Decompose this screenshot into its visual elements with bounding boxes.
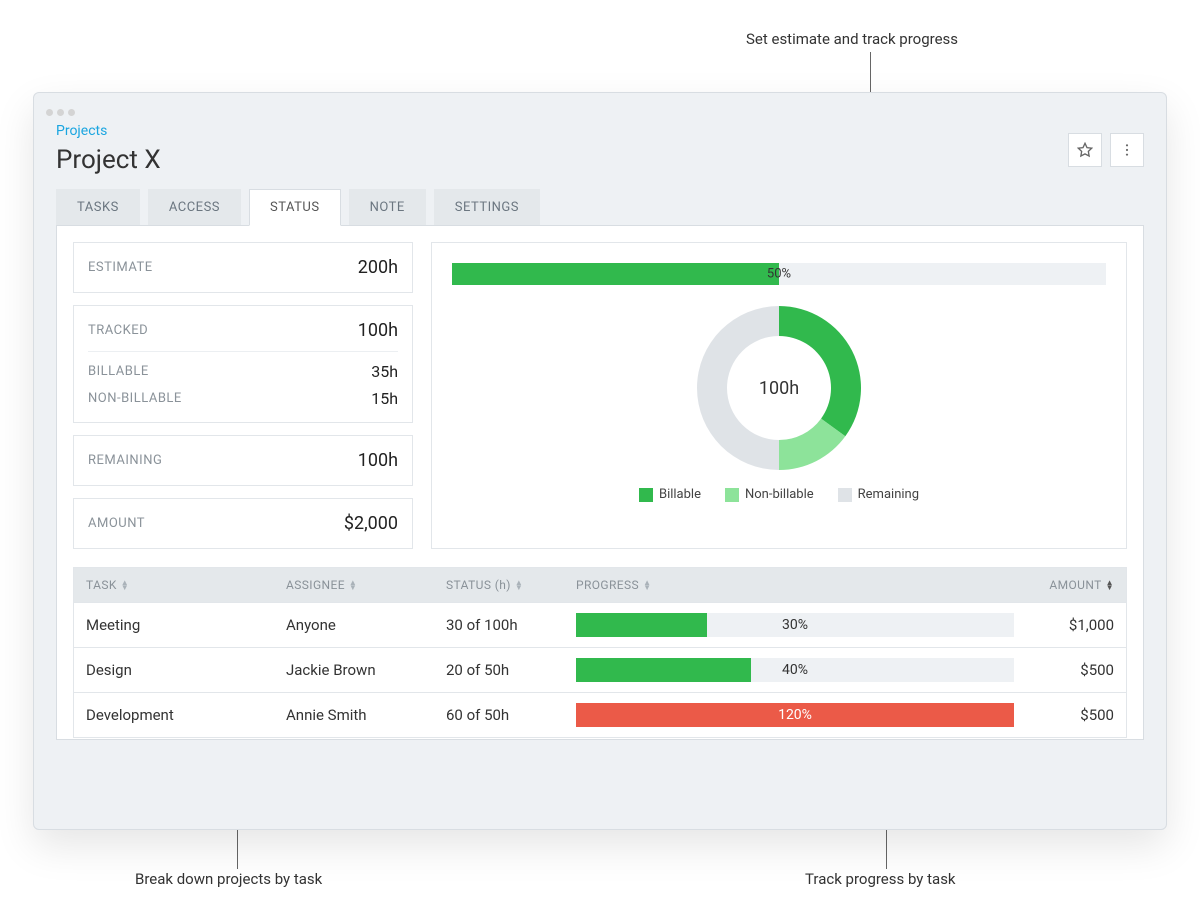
overall-progress-fill (452, 263, 779, 285)
task-progress-text: 120% (778, 707, 812, 723)
page-header: Projects Project X (34, 111, 1166, 179)
tracked-value: 100h (358, 320, 398, 341)
swatch-remaining (838, 488, 852, 502)
annotation-top: Set estimate and track progress (746, 30, 958, 48)
tabs: TASKSACCESSSTATUSNOTESETTINGS (34, 179, 1166, 226)
legend-nonbillable-label: Non-billable (745, 487, 814, 502)
legend-nonbillable: Non-billable (725, 487, 814, 502)
legend-billable-label: Billable (659, 487, 701, 502)
tracked-box: TRACKED 100h BILLABLE 35h NON-BILLABLE 1… (73, 305, 413, 423)
stats-column: ESTIMATE 200h TRACKED 100h BILLABLE 35h (73, 242, 413, 549)
estimate-label: ESTIMATE (88, 260, 153, 275)
task-progress-text: 40% (782, 662, 808, 678)
breadcrumb[interactable]: Projects (56, 123, 1144, 139)
tasks-table: TASK▲▼ ASSIGNEE▲▼ STATUS (h)▲▼ PROGRESS▲… (73, 567, 1127, 738)
cell-assignee: Anyone (274, 603, 434, 647)
chart-legend: Billable Non-billable Remaining (639, 487, 919, 502)
cell-progress: 30% (564, 603, 1026, 647)
sort-icon: ▲▼ (515, 580, 523, 590)
table-row[interactable]: MeetingAnyone30 of 100h 30% $1,000 (74, 602, 1126, 647)
th-amount[interactable]: AMOUNT▲▼ (1026, 568, 1126, 602)
sort-icon: ▲▼ (643, 580, 651, 590)
tab-note[interactable]: NOTE (349, 189, 426, 226)
remaining-value: 100h (358, 450, 398, 471)
cell-status: 30 of 100h (434, 603, 564, 647)
th-progress[interactable]: PROGRESS▲▼ (564, 568, 1026, 602)
annotation-bottom-right: Track progress by task (805, 870, 956, 888)
favorite-button[interactable] (1068, 133, 1102, 167)
table-row[interactable]: DevelopmentAnnie Smith60 of 50h 120% $500 (74, 692, 1126, 737)
status-panel: ESTIMATE 200h TRACKED 100h BILLABLE 35h (56, 225, 1144, 740)
cell-task: Development (74, 693, 274, 737)
billable-label: BILLABLE (88, 364, 149, 379)
donut-center-label: 100h (694, 303, 864, 473)
cell-status: 60 of 50h (434, 693, 564, 737)
tab-status[interactable]: STATUS (249, 189, 341, 226)
task-progress-fill (576, 658, 751, 682)
task-progress-bar: 40% (576, 658, 1014, 682)
nonbillable-label: NON-BILLABLE (88, 391, 182, 406)
app-window: Projects Project X TASKSACCESSSTATUSNOTE… (33, 92, 1167, 830)
donut-chart: 100h (694, 303, 864, 473)
cell-progress: 40% (564, 648, 1026, 692)
legend-billable: Billable (639, 487, 701, 502)
tab-settings[interactable]: SETTINGS (434, 189, 540, 226)
cell-amount: $500 (1026, 648, 1126, 692)
th-task[interactable]: TASK▲▼ (74, 568, 274, 602)
page-title: Project X (56, 145, 1144, 175)
estimate-box: ESTIMATE 200h (73, 242, 413, 293)
task-progress-bar: 120% (576, 703, 1014, 727)
annotation-bottom-left: Break down projects by task (135, 870, 322, 888)
task-progress-fill (576, 613, 707, 637)
sort-icon: ▲▼ (121, 580, 129, 590)
remaining-box: REMAINING 100h (73, 435, 413, 486)
chart-box: 50% 100h Billable Non-billable (431, 242, 1127, 549)
swatch-billable (639, 488, 653, 502)
cell-task: Design (74, 648, 274, 692)
table-row[interactable]: DesignJackie Brown20 of 50h 40% $500 (74, 647, 1126, 692)
nonbillable-value: 15h (371, 389, 398, 408)
amount-label: AMOUNT (88, 516, 145, 531)
more-button[interactable] (1110, 133, 1144, 167)
overall-progress-text: 50% (767, 267, 791, 282)
swatch-nonbillable (725, 488, 739, 502)
amount-box: AMOUNT $2,000 (73, 498, 413, 549)
window-chrome (34, 93, 1166, 111)
th-status[interactable]: STATUS (h)▲▼ (434, 568, 564, 602)
cell-assignee: Annie Smith (274, 693, 434, 737)
tab-tasks[interactable]: TASKS (56, 189, 140, 226)
cell-amount: $1,000 (1026, 603, 1126, 647)
estimate-value: 200h (358, 257, 398, 278)
cell-assignee: Jackie Brown (274, 648, 434, 692)
legend-remaining-label: Remaining (858, 487, 919, 502)
tracked-label: TRACKED (88, 323, 148, 338)
th-assignee[interactable]: ASSIGNEE▲▼ (274, 568, 434, 602)
amount-value: $2,000 (344, 513, 398, 534)
cell-amount: $500 (1026, 693, 1126, 737)
billable-value: 35h (371, 362, 398, 381)
cell-progress: 120% (564, 693, 1026, 737)
table-header: TASK▲▼ ASSIGNEE▲▼ STATUS (h)▲▼ PROGRESS▲… (74, 568, 1126, 602)
task-progress-bar: 30% (576, 613, 1014, 637)
sort-icon: ▲▼ (1106, 580, 1114, 590)
cell-status: 20 of 50h (434, 648, 564, 692)
remaining-label: REMAINING (88, 453, 162, 468)
sort-icon: ▲▼ (349, 580, 357, 590)
cell-task: Meeting (74, 603, 274, 647)
dots-vertical-icon (1119, 142, 1135, 158)
task-progress-text: 30% (782, 617, 808, 633)
star-icon (1077, 142, 1093, 158)
tab-access[interactable]: ACCESS (148, 189, 241, 226)
overall-progress-bar: 50% (452, 263, 1106, 285)
legend-remaining: Remaining (838, 487, 919, 502)
